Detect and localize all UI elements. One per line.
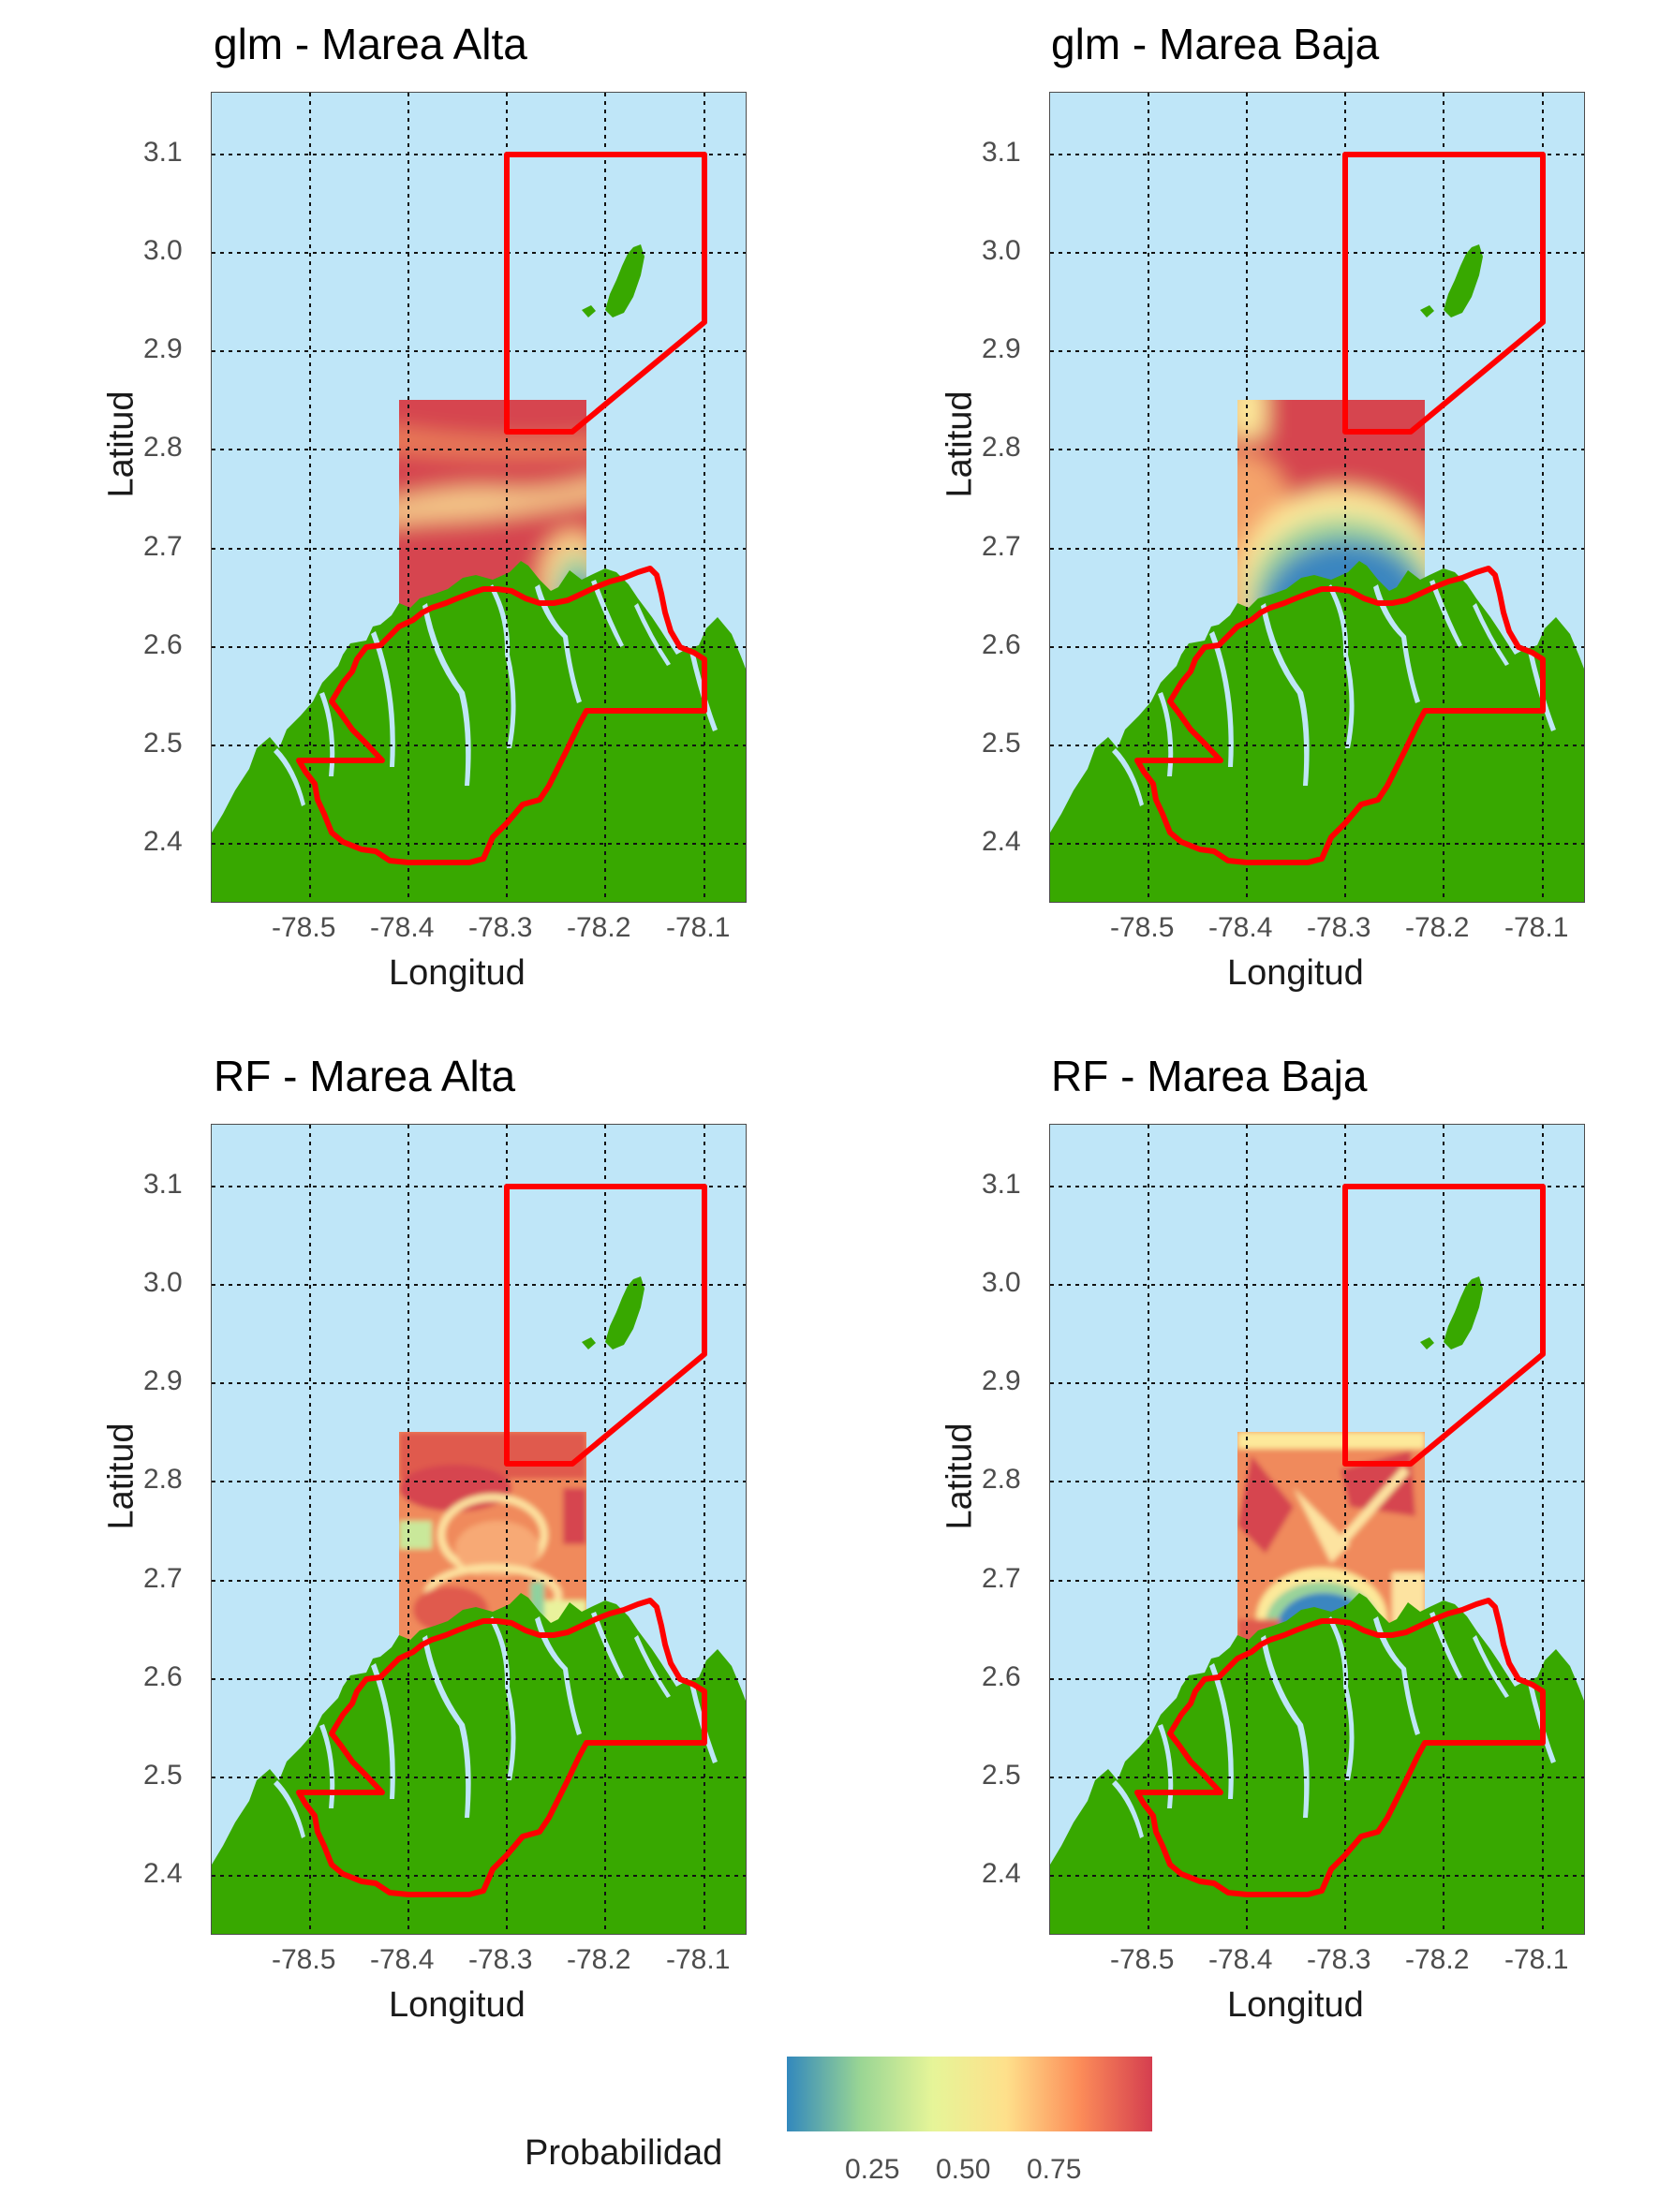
x-tick-label: -78.2 [567, 912, 631, 943]
x-tick-label: -78.3 [1307, 912, 1371, 943]
y-tick-label: 3.0 [982, 1267, 1021, 1298]
y-tick-label: 2.4 [143, 826, 183, 857]
x-tick-label: -78.5 [1110, 1944, 1175, 1975]
y-tick-label: 2.7 [143, 1563, 183, 1594]
protected-area-boundary [296, 152, 707, 865]
x-tick-label: -78.4 [370, 912, 435, 943]
y-tick-label: 3.0 [982, 235, 1021, 266]
panel-title: RF - Marea Alta [214, 1052, 516, 1100]
y-tick-label: 2.6 [982, 629, 1021, 660]
y-tick-label: 2.7 [982, 1563, 1021, 1594]
y-tick-label: 2.9 [982, 1365, 1021, 1396]
x-axis-label: Longitud [389, 953, 526, 993]
panel-title: glm - Marea Baja [1051, 20, 1380, 68]
y-tick-label: 2.9 [143, 333, 183, 364]
panel-title: RF - Marea Baja [1051, 1052, 1368, 1100]
y-tick-label: 2.5 [143, 728, 183, 759]
x-tick-label: -78.1 [666, 912, 731, 943]
y-axis-label: Latitud [940, 391, 980, 498]
y-tick-label: 2.6 [143, 629, 183, 660]
y-tick-label: 2.6 [982, 1661, 1021, 1692]
y-tick-label: 2.9 [143, 1365, 183, 1396]
y-tick-label: 2.7 [143, 531, 183, 562]
x-tick-label: -78.1 [666, 1944, 731, 1975]
legend-tick: 0.25 [845, 2154, 900, 2185]
x-tick-label: -78.1 [1504, 1944, 1569, 1975]
x-tick-label: -78.4 [370, 1944, 435, 1975]
x-tick-label: -78.2 [1405, 1944, 1470, 1975]
x-axis-label: Longitud [1227, 1985, 1364, 2025]
y-tick-label: 3.1 [982, 137, 1021, 168]
map-plot-area [211, 92, 747, 903]
x-axis-label: Longitud [389, 1985, 526, 2025]
y-tick-label: 3.0 [143, 1267, 183, 1298]
protected-area-boundary [1134, 152, 1546, 865]
y-axis-label: Latitud [101, 391, 141, 498]
legend-colorbar [787, 2057, 1152, 2131]
protected-area-boundary [1134, 1184, 1546, 1897]
y-tick-label: 2.7 [982, 531, 1021, 562]
y-tick-label: 2.6 [143, 1661, 183, 1692]
x-tick-label: -78.4 [1208, 1944, 1273, 1975]
legend-tick: 0.50 [936, 2154, 991, 2185]
map-plot-area [1049, 1124, 1585, 1935]
x-tick-label: -78.5 [272, 1944, 336, 1975]
y-tick-label: 2.5 [143, 1760, 183, 1791]
x-tick-label: -78.5 [1110, 912, 1175, 943]
panel-title: glm - Marea Alta [214, 20, 527, 68]
map-plot-area [211, 1124, 747, 1935]
y-tick-label: 2.5 [982, 1760, 1021, 1791]
y-tick-label: 2.8 [143, 432, 183, 463]
y-tick-label: 3.1 [143, 1169, 183, 1200]
y-tick-label: 2.4 [143, 1858, 183, 1889]
y-tick-label: 3.1 [982, 1169, 1021, 1200]
x-tick-label: -78.3 [1307, 1944, 1371, 1975]
coastline-land [1050, 244, 1584, 902]
x-tick-label: -78.3 [468, 1944, 533, 1975]
y-tick-label: 3.1 [143, 137, 183, 168]
x-tick-label: -78.3 [468, 912, 533, 943]
y-tick-label: 2.4 [982, 826, 1021, 857]
legend-title: Probabilidad [525, 2133, 723, 2173]
coastline-land [212, 244, 746, 902]
x-tick-label: -78.2 [567, 1944, 631, 1975]
y-tick-label: 2.4 [982, 1858, 1021, 1889]
y-tick-label: 3.0 [143, 235, 183, 266]
y-tick-label: 2.8 [982, 1464, 1021, 1495]
x-tick-label: -78.1 [1504, 912, 1569, 943]
protected-area-boundary [296, 1184, 707, 1897]
y-axis-label: Latitud [101, 1423, 141, 1530]
legend-tick: 0.75 [1027, 2154, 1082, 2185]
y-tick-label: 2.8 [982, 432, 1021, 463]
y-tick-label: 2.8 [143, 1464, 183, 1495]
y-axis-label: Latitud [940, 1423, 980, 1530]
x-axis-label: Longitud [1227, 953, 1364, 993]
y-tick-label: 2.9 [982, 333, 1021, 364]
x-tick-label: -78.5 [272, 912, 336, 943]
map-plot-area [1049, 92, 1585, 903]
y-tick-label: 2.5 [982, 728, 1021, 759]
x-tick-label: -78.2 [1405, 912, 1470, 943]
coastline-land [1050, 1276, 1584, 1934]
x-tick-label: -78.4 [1208, 912, 1273, 943]
coastline-land [212, 1276, 746, 1934]
